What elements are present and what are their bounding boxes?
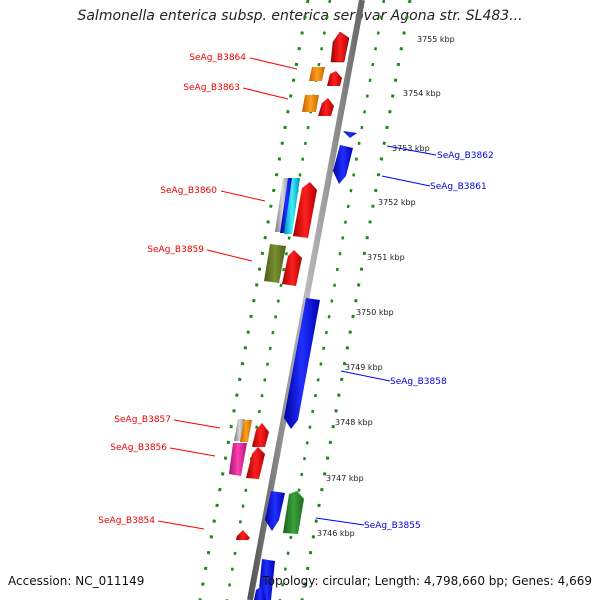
tick-label-3748: 3748 kbp (335, 418, 373, 427)
inner-right-track (278, 0, 386, 600)
gene-feature[interactable] (252, 423, 269, 447)
tick-label-3754: 3754 kbp (403, 89, 441, 98)
inner-left-track (225, 0, 332, 600)
gene-feature[interactable] (282, 250, 302, 286)
left-gene-labels: SeAg_B3864 SeAg_B3863 SeAg_B3860 SeAg_B3… (98, 53, 246, 526)
tick-labels: 3755 kbp 3754 kbp 3753 kbp 3752 kbp 3751… (317, 35, 455, 538)
gene-feature[interactable] (283, 491, 304, 534)
map-title: Salmonella enterica subsp. enterica sero… (77, 8, 523, 24)
gene-feature[interactable] (246, 447, 265, 479)
tick-label-3752: 3752 kbp (378, 198, 416, 207)
gene-feature[interactable] (264, 244, 286, 283)
gene-feature[interactable] (240, 420, 252, 442)
tick-label-3747: 3747 kbp (326, 474, 364, 483)
gene-feature[interactable] (234, 419, 245, 441)
right-gene-labels: SeAg_B3862 SeAg_B3861 SeAg_B3858 SeAg_B3… (364, 151, 494, 531)
gene-feature[interactable] (284, 298, 320, 429)
gene-feature[interactable] (284, 178, 300, 234)
tick-label-3755: 3755 kbp (417, 35, 455, 44)
gene-feature[interactable] (280, 178, 293, 233)
tick-label-3746: 3746 kbp (317, 529, 355, 538)
gene-feature[interactable] (265, 491, 285, 531)
gene-label-b3858[interactable]: SeAg_B3858 (390, 377, 447, 387)
gene-label-b3859[interactable]: SeAg_B3859 (147, 245, 204, 255)
accession-label: Accession: NC_011149 (8, 574, 145, 588)
genome-summary: Topology: circular; Length: 4,798,660 bp… (262, 574, 592, 588)
gene-feature[interactable] (343, 131, 357, 138)
gene-label-b3860[interactable]: SeAg_B3860 (160, 186, 217, 196)
gene-feature[interactable] (330, 31, 350, 63)
outer-left-track (198, 0, 310, 600)
gene-label-b3864[interactable]: SeAg_B3864 (189, 53, 246, 63)
gene-feature[interactable] (309, 67, 325, 81)
gene-feature[interactable] (327, 71, 342, 86)
tick-label-3753: 3753 kbp (392, 144, 430, 153)
tick-label-3750: 3750 kbp (356, 308, 394, 317)
gene-label-b3856[interactable]: SeAg_B3856 (110, 443, 167, 453)
gene-feature[interactable] (236, 530, 250, 540)
gene-label-b3862[interactable]: SeAg_B3862 (437, 151, 494, 161)
outer-right-track (300, 0, 412, 600)
gene-feature[interactable] (302, 95, 319, 112)
gene-label-b3863[interactable]: SeAg_B3863 (183, 83, 240, 93)
tick-label-3751: 3751 kbp (367, 253, 405, 262)
leader-lines (157, 57, 437, 530)
gene-label-b3861[interactable]: SeAg_B3861 (430, 182, 487, 192)
gene-feature[interactable] (333, 145, 353, 184)
tick-label-3749: 3749 kbp (345, 363, 383, 372)
gene-label-b3857[interactable]: SeAg_B3857 (114, 415, 171, 425)
gene-feature[interactable] (318, 98, 334, 116)
gene-label-b3854[interactable]: SeAg_B3854 (98, 516, 155, 526)
gene-label-b3855[interactable]: SeAg_B3855 (364, 521, 421, 531)
gene-feature[interactable] (254, 586, 266, 600)
gene-feature[interactable] (293, 182, 317, 238)
gene-feature[interactable] (229, 443, 247, 476)
gene-features (229, 31, 357, 600)
